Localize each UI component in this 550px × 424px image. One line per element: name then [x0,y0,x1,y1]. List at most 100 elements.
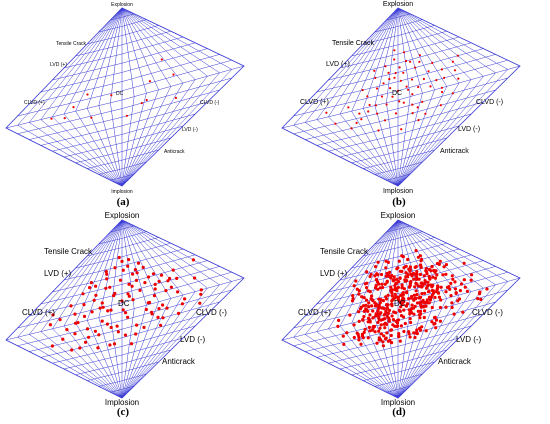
grid-line [351,7,399,187]
data-point [367,301,371,305]
panel-label-a: (a) [116,196,130,208]
grid-line [121,7,220,187]
data-point [456,54,459,57]
data-point [407,308,411,312]
data-point [429,283,433,287]
data-point [116,330,120,334]
data-point [440,90,444,94]
data-point [371,325,375,329]
data-point [413,335,417,340]
data-point [364,303,368,307]
data-point [407,297,411,301]
data-point [402,329,406,334]
data-point [160,58,163,61]
data-point [101,305,105,309]
data-point [408,283,412,287]
data-point [399,314,404,318]
label-explosion: Explosion [381,212,416,220]
grid-line [52,42,196,81]
data-point [385,103,388,106]
data-point [381,317,385,321]
data-point [427,295,432,299]
data-point [357,338,361,342]
grid-line [328,254,472,293]
data-point [105,277,109,281]
data-point [400,283,404,287]
grid-line [75,137,171,164]
data-point [87,335,91,339]
data-point [117,255,121,260]
grid-line [5,7,123,187]
data-point [416,255,420,259]
data-point [415,293,419,297]
data-point [418,272,422,277]
data-point [92,298,96,302]
data-point [150,310,154,314]
data-point [352,323,356,327]
data-point [411,103,414,106]
data-point [393,76,396,79]
data-point [485,287,489,291]
data-point [368,313,372,317]
data-point [355,121,358,124]
data-point [382,82,385,85]
data-point [394,281,398,286]
data-point [379,323,383,327]
data-point [376,287,380,291]
grid-line [52,325,196,364]
data-point [434,290,439,294]
data-point [161,303,165,307]
data-point [113,266,117,270]
panel-label-d: (d) [392,406,406,418]
data-point [130,284,134,288]
data-point [73,332,77,336]
data-point [425,300,429,304]
data-point [439,104,442,107]
data-point [438,259,442,263]
grid-line [363,149,435,169]
data-point [387,319,391,323]
label-lvd-pos: LVD (+) [50,62,67,68]
data-point [366,95,369,98]
data-point [341,334,345,338]
data-point [389,333,393,338]
data-point [361,89,364,92]
data-point [371,316,375,320]
data-point [400,285,404,290]
grid-line [386,13,411,21]
data-point [183,297,187,301]
data-point [419,259,423,263]
data-point [448,287,452,291]
data-point [90,116,93,119]
data-point [469,278,473,282]
data-point [347,106,350,109]
grid-line [339,248,460,281]
data-point [407,88,410,91]
data-point [384,266,388,270]
grid-line [351,349,447,376]
label-tensile-crack: Tensile Crack [332,40,375,47]
data-point [406,257,410,262]
data-point [407,332,411,336]
data-point [454,291,458,295]
grid-line [339,7,399,187]
data-point [416,106,419,109]
data-point [410,294,414,299]
data-point [386,311,390,315]
label-clvd-pos: CLVD (+) [300,99,329,106]
data-point [377,318,381,322]
data-point [50,344,55,348]
data-point [381,299,385,303]
data-point [439,285,443,289]
label-implosion: Implosion [105,398,139,407]
data-point [118,278,123,282]
grid-line [363,237,435,257]
data-point [478,290,482,294]
label-clvd-neg: CLVD (-) [196,308,227,317]
data-point [381,344,385,348]
grid-line [397,7,460,187]
data-point [376,112,379,115]
data-point [440,86,443,89]
data-point [374,302,378,306]
data-point [414,249,418,253]
